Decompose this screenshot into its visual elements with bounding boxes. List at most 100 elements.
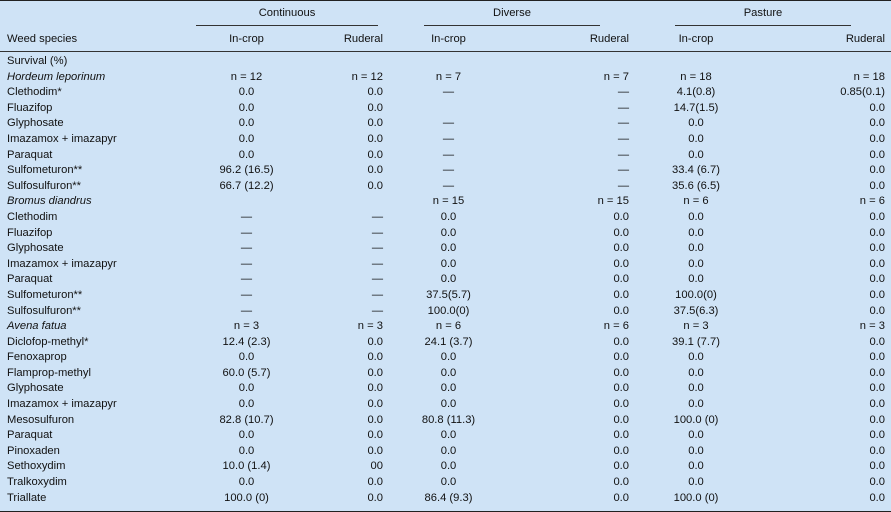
cell-diverse-ruderal: — — [617, 179, 629, 192]
cell-continuous-ruderal: 0.0 — [367, 476, 383, 489]
subheader-continuous-ruderal: Ruderal — [308, 26, 389, 52]
cell-diverse-ruderal: 0.0 — [613, 429, 629, 442]
table-row: Glyphosate 0.0 0.0 — — 0.0 0.0 — [0, 116, 891, 132]
cell-continuous-ruderal: 0.0 — [367, 444, 383, 457]
cell-continuous-incrop: 0.0 — [238, 117, 255, 130]
cell-diverse-ruderal: n = 7 — [603, 70, 629, 83]
row-label: Sulfometuron** — [7, 288, 83, 301]
subheader-diverse-ruderal: Ruderal — [508, 26, 635, 52]
cell-pasture-incrop: 100.0 (0) — [673, 413, 719, 426]
cell-continuous-ruderal: — — [371, 273, 383, 286]
cell-diverse-ruderal: — — [617, 148, 629, 161]
cell-pasture-ruderal: 0.0 — [869, 210, 885, 223]
cell-continuous-ruderal: 0.0 — [367, 382, 383, 395]
table-row: Paraquat — — 0.0 0.0 0.0 0.0 — [0, 272, 891, 288]
cell-pasture-incrop: 0.0 — [688, 117, 704, 130]
cell-continuous-incrop: 0.0 — [238, 86, 255, 99]
cell-diverse-incrop: 0.0 — [440, 366, 457, 379]
cell-diverse-ruderal: — — [617, 101, 629, 114]
cell-continuous-incrop: — — [240, 304, 253, 317]
group-header-continuous: Continuous — [185, 1, 389, 26]
cell-diverse-ruderal: 0.0 — [613, 398, 629, 411]
table-row: Fluazifop — — 0.0 0.0 0.0 0.0 — [0, 226, 891, 242]
cell-diverse-ruderal: — — [617, 86, 629, 99]
cell-pasture-ruderal: 0.0 — [869, 444, 885, 457]
table-row: Glyphosate 0.0 0.0 0.0 0.0 0.0 0.0 — [0, 381, 891, 397]
cell-continuous-ruderal: 0.0 — [367, 366, 383, 379]
cell-pasture-incrop: 0.0 — [688, 444, 704, 457]
cell-pasture-incrop: 0.0 — [688, 257, 704, 270]
row-label: Clethodim — [7, 210, 58, 223]
cell-continuous-ruderal: 0.0 — [367, 132, 383, 145]
cell-pasture-incrop: 4.1(0.8) — [676, 86, 716, 99]
cell-diverse-incrop: — — [442, 132, 455, 145]
cell-pasture-ruderal: 0.0 — [869, 117, 885, 130]
cell-continuous-ruderal: 0.0 — [367, 429, 383, 442]
cell-diverse-incrop: 0.0 — [440, 242, 457, 255]
cell-diverse-ruderal: — — [617, 132, 629, 145]
cell-continuous-ruderal: — — [371, 226, 383, 239]
cell-pasture-incrop: 0.0 — [688, 132, 704, 145]
cell-pasture-incrop: 0.0 — [688, 398, 704, 411]
cell-diverse-incrop — [389, 52, 508, 70]
cell-continuous-incrop: 0.0 — [238, 429, 255, 442]
row-label: Tralkoxydim — [7, 476, 67, 489]
cell-diverse-incrop: 0.0 — [440, 273, 457, 286]
cell-pasture-incrop: 0.0 — [688, 148, 704, 161]
table-row: Sethoxydim 10.0 (1.4) 00 0.0 0.0 0.0 0.0 — [0, 459, 891, 475]
table-row: Paraquat 0.0 0.0 0.0 0.0 0.0 0.0 — [0, 428, 891, 444]
cell-pasture-incrop: 100.0(0) — [675, 288, 717, 301]
cell-pasture-incrop: 0.0 — [688, 429, 704, 442]
cell-continuous-incrop: 0.0 — [238, 398, 255, 411]
table-row: Glyphosate — — 0.0 0.0 0.0 0.0 — [0, 241, 891, 257]
cell-pasture-incrop: 37.5(6.3) — [673, 304, 719, 317]
row-label: Imazamox + imazapyr — [7, 257, 117, 270]
cell-pasture-incrop: 39.1 (7.7) — [672, 335, 720, 348]
cell-diverse-incrop: — — [442, 179, 455, 192]
cell-diverse-incrop: n = 7 — [435, 70, 462, 83]
cell-diverse-incrop: 24.1 (3.7) — [424, 335, 473, 348]
cell-pasture-ruderal: 0.0 — [869, 179, 885, 192]
row-label: Imazamox + imazapyr — [7, 398, 117, 411]
table-row: Fluazifop 0.0 0.0 — 14.7(1.5) 0.0 — [0, 101, 891, 117]
row-label: Paraquat — [7, 148, 53, 161]
cell-diverse-incrop: 0.0 — [440, 382, 457, 395]
cell-diverse-incrop: — — [442, 86, 455, 99]
table-row: Sulfosulfuron** — — 100.0(0) 0.0 37.5(6.3) 0.0 — [0, 304, 891, 320]
cell-pasture-ruderal: 0.0 — [869, 242, 885, 255]
cell-pasture-ruderal: 0.0 — [869, 101, 885, 114]
table-row: Flamprop-methyl 60.0 (5.7) 0.0 0.0 0.0 0.0 0.0 — [0, 366, 891, 382]
cell-diverse-incrop: 0.0 — [440, 210, 457, 223]
species-name: Hordeum leporinum — [7, 70, 106, 83]
table-row: Pinoxaden 0.0 0.0 0.0 0.0 0.0 0.0 — [0, 444, 891, 460]
cell-continuous-incrop: n = 3 — [233, 320, 260, 333]
cell-diverse-incrop: 37.5(5.7) — [426, 288, 471, 301]
subheader-row: Weed species In-crop Ruderal In-crop Rud… — [0, 26, 891, 52]
cell-pasture-incrop: 33.4 (6.7) — [672, 164, 720, 177]
cell-pasture-ruderal — [757, 52, 891, 70]
cell-continuous-incrop — [185, 52, 308, 70]
cell-diverse-ruderal: 0.0 — [613, 382, 629, 395]
cell-diverse-ruderal — [508, 52, 635, 70]
table-row: Fenoxaprop 0.0 0.0 0.0 0.0 0.0 0.0 — [0, 350, 891, 366]
cell-continuous-incrop: 0.0 — [238, 101, 255, 114]
cell-pasture-ruderal: 0.0 — [869, 398, 885, 411]
table-row: Clethodim — — 0.0 0.0 0.0 0.0 — [0, 210, 891, 226]
cell-pasture-ruderal: 0.85(0.1) — [840, 86, 885, 99]
cell-pasture-incrop: 0.0 — [688, 460, 704, 473]
cell-continuous-incrop: 12.4 (2.3) — [222, 335, 271, 348]
table-row: Sulfometuron** 96.2 (16.5) 0.0 — — 33.4 (6.7)… — [0, 163, 891, 179]
row-label: Mesosulfuron — [7, 413, 75, 426]
cell-pasture-incrop — [635, 52, 757, 70]
cell-diverse-ruderal: 0.0 — [613, 351, 629, 364]
cell-diverse-incrop: 0.0 — [440, 398, 457, 411]
cell-continuous-incrop: 100.0 (0) — [224, 491, 269, 504]
weed-species-header: Weed species — [0, 26, 185, 52]
cell-diverse-ruderal: 0.0 — [613, 413, 629, 426]
cell-pasture-ruderal: 0.0 — [869, 226, 885, 239]
cell-diverse-ruderal: 0.0 — [613, 460, 629, 473]
cell-continuous-ruderal: — — [371, 242, 383, 255]
cell-continuous-ruderal: 0.0 — [367, 491, 383, 504]
cell-pasture-ruderal: 0.0 — [869, 460, 885, 473]
cell-pasture-ruderal: 0.0 — [869, 148, 885, 161]
